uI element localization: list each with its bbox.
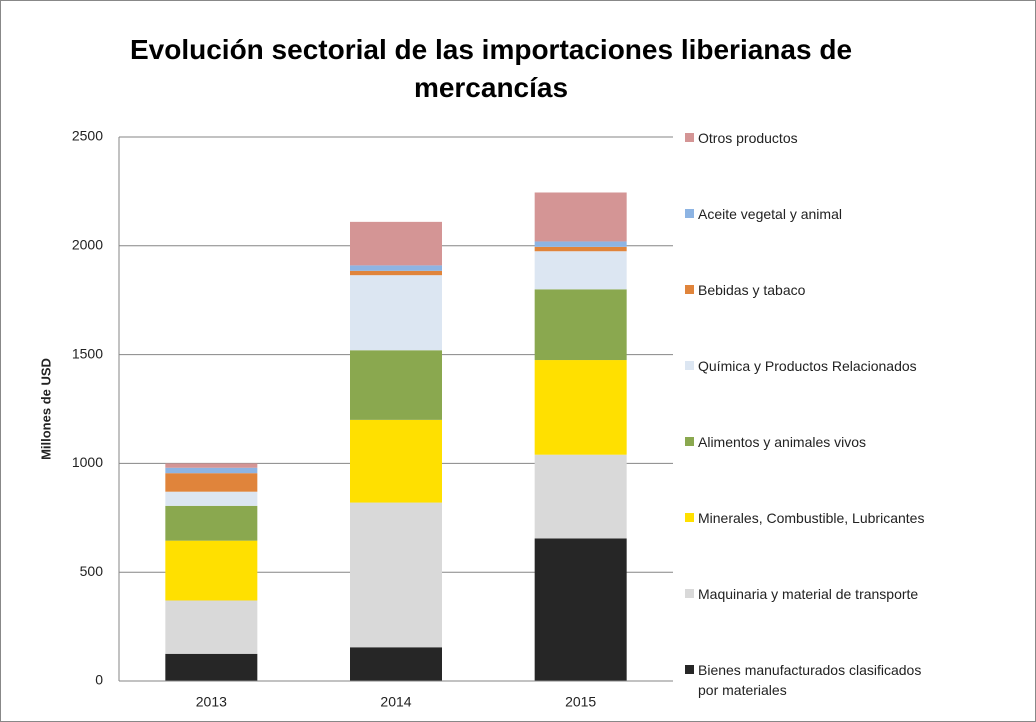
bar-segment xyxy=(350,502,442,648)
legend-label: Otros productos xyxy=(698,130,798,146)
legend-swatch xyxy=(685,665,694,674)
bar-segment xyxy=(350,275,442,351)
bar-segment xyxy=(534,192,627,242)
legend-swatch xyxy=(685,589,694,598)
x-tick-label: 2014 xyxy=(380,694,411,710)
bar-segment xyxy=(165,600,258,654)
bar-segment xyxy=(350,265,442,271)
bar-segment xyxy=(165,463,258,468)
bar-segment xyxy=(350,350,442,420)
legend-swatch xyxy=(685,361,694,370)
legend-label: Alimentos y animales vivos xyxy=(698,434,867,450)
bar-segment xyxy=(165,505,258,541)
bar-segment xyxy=(534,251,627,290)
bar-segment xyxy=(165,491,258,506)
bar-segment xyxy=(350,419,442,503)
x-tick-label: 2015 xyxy=(565,694,596,710)
bar-segment xyxy=(534,360,627,455)
bar-segment xyxy=(350,270,442,276)
y-tick-label: 0 xyxy=(95,672,103,688)
bar-segment xyxy=(534,241,627,247)
bar-segment xyxy=(165,467,258,474)
legend-swatch xyxy=(685,437,694,446)
bar-segment xyxy=(165,540,258,601)
legend-label: Maquinaria y material de transporte xyxy=(698,586,919,602)
legend-label: Bienes manufacturados clasificados por m… xyxy=(698,662,922,698)
legend-label: Bebidas y tabaco xyxy=(698,282,806,298)
bar-segment xyxy=(534,454,627,539)
legend-swatch xyxy=(685,285,694,294)
y-tick-label: 1000 xyxy=(72,454,103,470)
legend-swatch xyxy=(685,209,694,218)
y-tick-label: 2500 xyxy=(72,128,103,144)
y-axis-label: Millones de USD xyxy=(38,358,53,460)
legend-label: Química y Productos Relacionados xyxy=(698,358,917,374)
legend-label: Aceite vegetal y animal xyxy=(698,206,842,222)
chart-title: Evolución sectorial de las importaciones… xyxy=(129,34,853,103)
y-tick-label: 500 xyxy=(80,563,104,579)
bar-segment xyxy=(350,221,442,266)
bar-segment xyxy=(534,246,627,252)
bar-segment xyxy=(534,289,627,361)
legend-swatch xyxy=(685,133,694,142)
y-tick-label: 2000 xyxy=(72,237,103,253)
x-tick-label: 2013 xyxy=(196,694,227,710)
legend-swatch xyxy=(685,513,694,522)
y-tick-label: 1500 xyxy=(72,345,103,361)
bar-segment xyxy=(165,473,258,492)
bar-segment xyxy=(165,653,258,681)
legend-label: Minerales, Combustible, Lubricantes xyxy=(698,510,925,526)
bar-segment xyxy=(350,647,442,681)
bar-segment xyxy=(534,538,627,681)
